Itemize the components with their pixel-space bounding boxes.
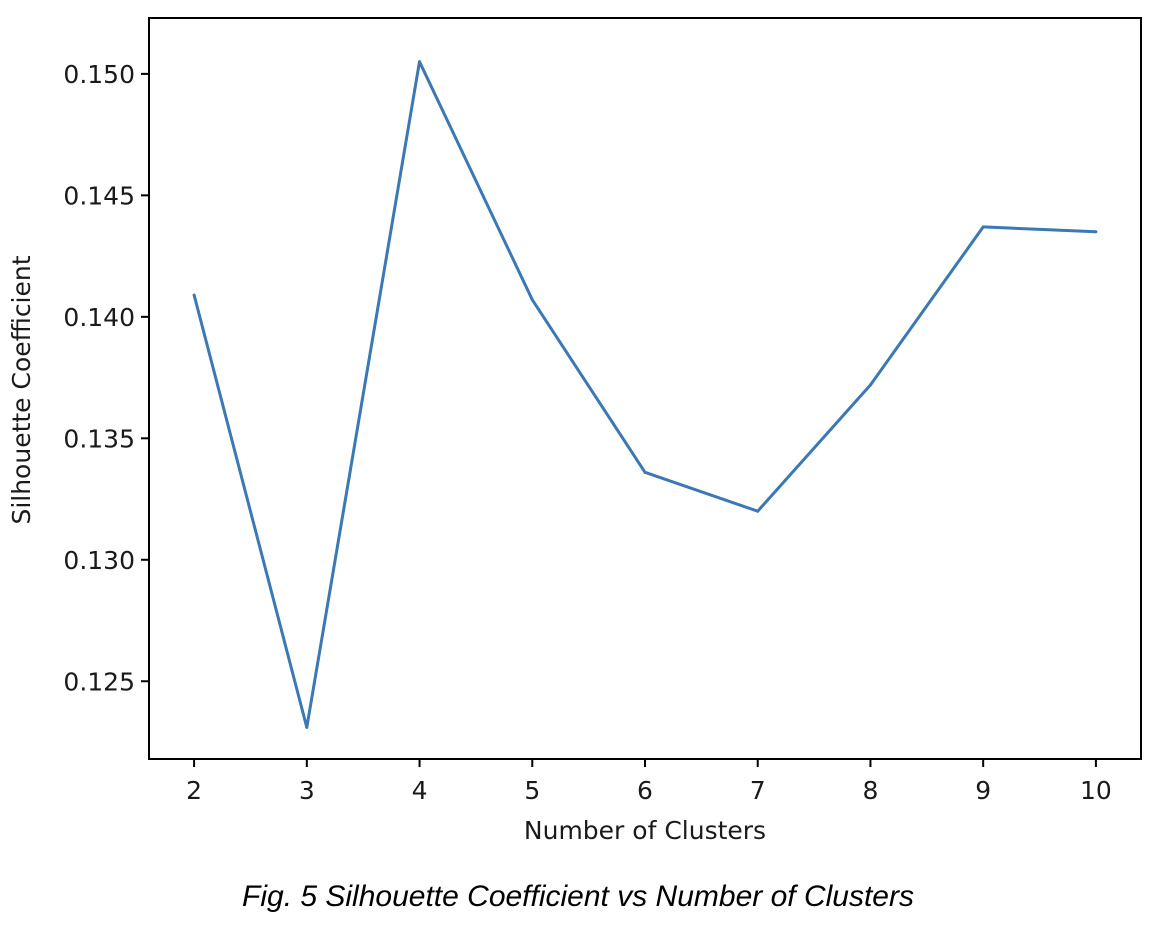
silhouette-chart: 0.125 0.130 0.135 0.140 0.145 0.150 2 3 4 5 6 7 8 9 1… [7, 17, 1142, 845]
x-tick-label: 6 [637, 776, 653, 805]
y-tick-label: 0.135 [63, 424, 135, 453]
x-tick-label: 4 [412, 776, 428, 805]
x-tick-label: 9 [975, 776, 991, 805]
x-tick-label: 3 [299, 776, 315, 805]
y-tick-label: 0.140 [63, 303, 135, 332]
data-point [305, 725, 309, 729]
figure-caption: Fig. 5 Silhouette Coefficient vs Number … [242, 880, 914, 913]
plot-area-frame [148, 17, 1142, 760]
x-tick-label: 7 [750, 776, 766, 805]
data-point [756, 509, 760, 513]
x-tick-label: 8 [863, 776, 879, 805]
data-point [643, 470, 647, 474]
x-axis-label: Number of Clusters [524, 816, 766, 845]
y-tick-label: 0.130 [63, 546, 135, 575]
y-tick-label: 0.150 [63, 60, 135, 89]
y-tick-label: 0.125 [63, 667, 135, 696]
data-point [868, 383, 872, 387]
series-line [192, 60, 1096, 729]
data-point [418, 60, 422, 64]
y-axis-label: Silhouette Coefficient [7, 255, 36, 524]
data-point [530, 298, 534, 302]
data-point [981, 225, 985, 229]
x-tick-label: 10 [1080, 776, 1112, 805]
x-axis-ticks: 2 3 4 5 6 7 8 9 10 [186, 759, 1112, 805]
data-points [192, 60, 1098, 729]
x-tick-label: 2 [186, 776, 202, 805]
x-tick-label: 5 [524, 776, 540, 805]
y-tick-label: 0.145 [63, 181, 135, 210]
data-point [192, 293, 196, 297]
data-point [1094, 230, 1098, 234]
y-axis-ticks: 0.125 0.130 0.135 0.140 0.145 0.150 [63, 60, 149, 696]
